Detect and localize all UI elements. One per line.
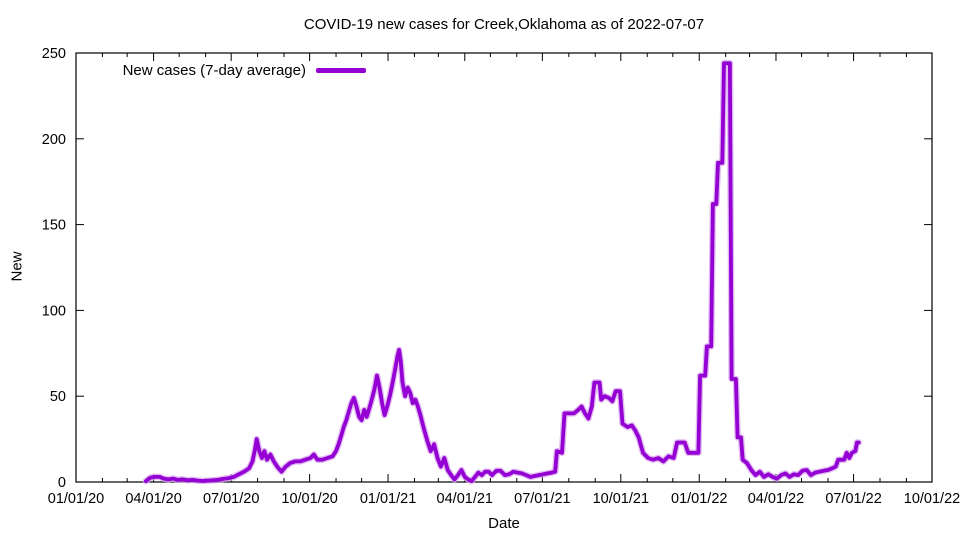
legend-line-sample: [316, 67, 366, 73]
y-tick-label: 200: [42, 132, 66, 148]
x-tick-label: 04/01/22: [748, 491, 804, 507]
x-tick-label: 01/01/20: [48, 491, 104, 507]
x-tick-label: 01/01/21: [360, 491, 416, 507]
x-tick-label: 07/01/22: [825, 491, 881, 507]
x-tick-label: 10/01/20: [281, 491, 337, 507]
y-tick-label: 250: [42, 46, 66, 62]
x-axis-title: Date: [488, 515, 520, 532]
legend: New cases (7-day average): [0, 61, 366, 79]
chart-title: COVID-19 new cases for Creek,Oklahoma as…: [303, 16, 705, 33]
x-tick-label: 04/01/21: [437, 491, 493, 507]
cases-line: [143, 61, 861, 484]
x-tick-label: 10/01/21: [593, 491, 649, 507]
legend-label: New cases (7-day average): [122, 61, 306, 79]
y-tick-label: 100: [42, 303, 66, 319]
y-tick-label: 0: [58, 475, 66, 491]
x-tick-label: 01/01/22: [671, 491, 727, 507]
x-tick-label: 10/01/22: [904, 491, 960, 507]
x-tick-label: 07/01/21: [514, 491, 570, 507]
x-tick-label: 04/01/20: [125, 491, 181, 507]
y-tick-label: 50: [50, 389, 66, 405]
cases-line-halo: [142, 60, 862, 485]
y-tick-label: 150: [42, 218, 66, 234]
x-tick-label: 07/01/20: [203, 491, 259, 507]
plot-border: [75, 52, 933, 483]
